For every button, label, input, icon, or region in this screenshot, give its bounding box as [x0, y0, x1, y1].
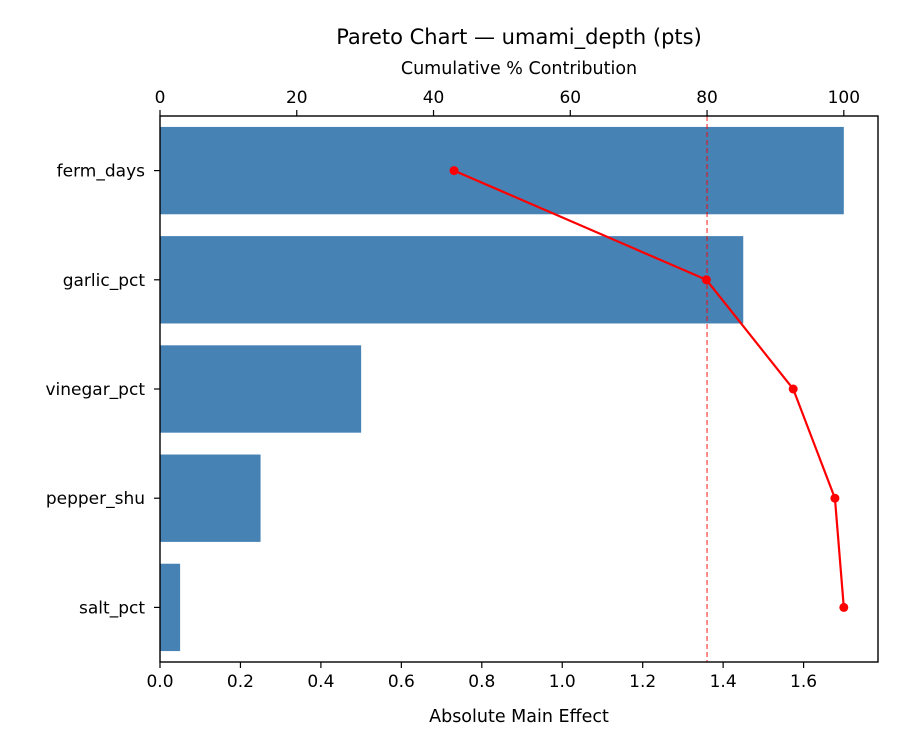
top-tick-label: 100	[828, 88, 860, 108]
x-tick-label: 1.0	[549, 672, 576, 692]
cumulative-point-salt-pct	[839, 602, 849, 612]
top-tick-label: 80	[696, 88, 718, 108]
x-tick-label: 1.2	[629, 672, 656, 692]
x-tick-label: 1.4	[710, 672, 737, 692]
x-tick-label: 1.6	[790, 672, 817, 692]
bar-vinegar-pct	[160, 345, 362, 433]
bar-salt-pct	[160, 563, 181, 652]
cumulative-point-pepper-shu	[830, 493, 840, 503]
x-tick-label: 0.6	[388, 672, 415, 692]
chart-title: Pareto Chart — umami_depth (pts)	[336, 25, 702, 50]
y-tick-label-vinegar-pct: vinegar_pct	[45, 380, 145, 400]
top-axis-title: Cumulative % Contribution	[401, 59, 637, 79]
x-tick-label: 0.4	[307, 672, 334, 692]
top-tick-label: 20	[286, 88, 308, 108]
bar-garlic-pct	[160, 236, 744, 324]
x-axis-title: Absolute Main Effect	[429, 707, 609, 727]
x-tick-label: 0.0	[146, 672, 173, 692]
bar-pepper-shu	[160, 454, 261, 542]
y-tick-label-ferm-days: ferm_days	[57, 162, 145, 182]
top-tick-label: 40	[423, 88, 445, 108]
y-tick-label-garlic-pct: garlic_pct	[63, 271, 146, 291]
cumulative-point-garlic-pct	[701, 275, 711, 285]
bar-ferm-days	[160, 126, 844, 215]
cumulative-point-ferm-days	[449, 166, 459, 176]
y-tick-label-pepper-shu: pepper_shu	[46, 489, 145, 509]
x-tick-label: 0.8	[468, 672, 495, 692]
top-tick-label: 0	[155, 88, 166, 108]
x-tick-label: 0.2	[227, 672, 254, 692]
cumulative-point-vinegar-pct	[788, 384, 798, 394]
top-tick-label: 60	[559, 88, 581, 108]
y-tick-label-salt-pct: salt_pct	[79, 598, 145, 618]
